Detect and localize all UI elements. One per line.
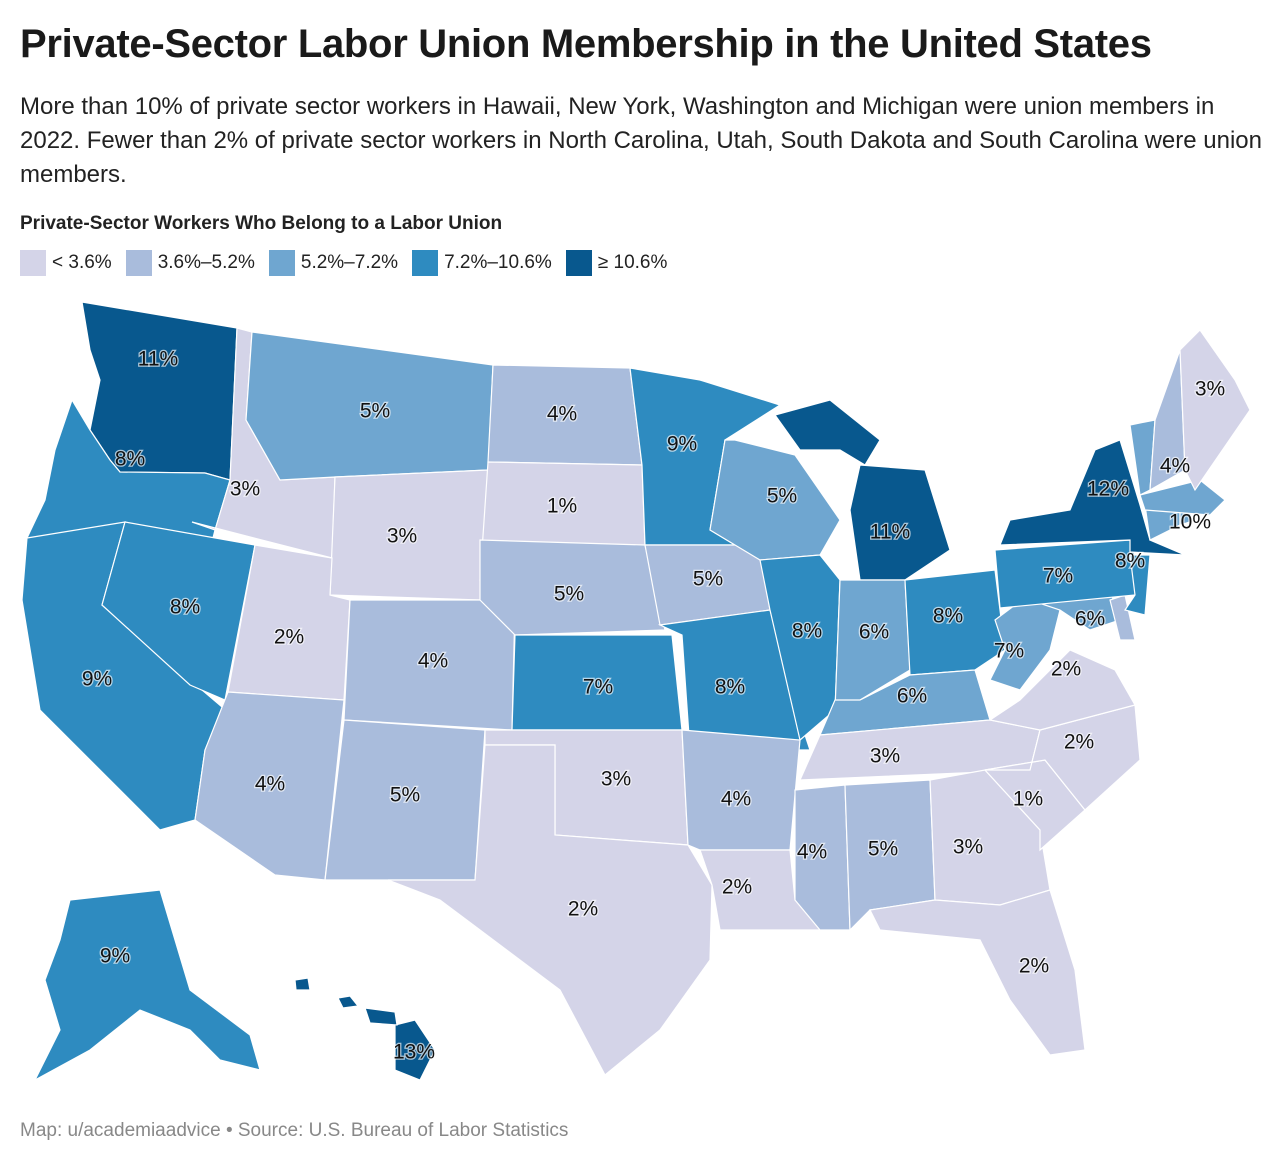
state-massachusetts: [1139, 479, 1226, 516]
state-label-south-carolina: 1%: [1013, 788, 1043, 811]
state-alaska: [33, 889, 261, 1082]
state-label-west-virginia: 7%: [994, 640, 1024, 663]
state-label-new-jersey: 8%: [1115, 550, 1145, 573]
state-label-oregon: 8%: [115, 448, 145, 471]
state-label-south-dakota: 1%: [547, 495, 577, 518]
state-texas: [387, 744, 713, 1076]
state-label-arkansas: 4%: [721, 788, 751, 811]
labels-layer: 11% 8% 9% 8% 3% 5% 3% 2% 4% 4% 5% 4% 1% 5% 7% 3% 2% 9% 5% 8…: [81, 346, 1227, 1065]
legend-swatch-2: [268, 250, 295, 276]
state-north-carolina: [984, 704, 1141, 811]
map-subtitle: More than 10% of private sector workers …: [20, 93, 1262, 188]
state-ohio: [904, 569, 1006, 676]
state-label-michigan: 11%: [870, 521, 910, 544]
state-label-ohio: 8%: [933, 605, 963, 628]
state-label-florida: 2%: [1019, 955, 1049, 978]
legend: < 3.6% 3.6%–5.2% 5.2%–7.2% 7.2%–10.6% ≥ …: [20, 250, 667, 276]
legend-item-1: 3.6%–5.2%: [125, 250, 255, 276]
state-label-iowa: 5%: [693, 568, 723, 591]
legend-swatch-0: [20, 250, 46, 276]
state-label-wisconsin: 5%: [767, 485, 797, 508]
state-label-new-york: 12%: [1087, 478, 1129, 501]
us-choropleth-map: 11% 8% 9% 8% 3% 5% 3% 2% 4% 4% 5% 4% 1% 5% 7% 3% 2% 9% 5% 8…: [21, 301, 1251, 1082]
state-label-arizona: 4%: [255, 773, 285, 796]
state-label-north-dakota: 4%: [547, 403, 577, 426]
state-label-virginia: 2%: [1051, 658, 1081, 681]
state-maine: [1179, 329, 1251, 492]
state-label-nevada: 8%: [170, 596, 200, 619]
state-label-california: 9%: [82, 668, 112, 691]
state-label-new-mexico: 5%: [390, 784, 420, 807]
legend-swatch-1: [125, 250, 152, 276]
state-label-texas: 2%: [568, 898, 598, 921]
legend-item-2: 5.2%–7.2%: [268, 250, 399, 276]
state-label-oklahoma: 3%: [601, 768, 631, 791]
state-label-louisiana: 2%: [722, 876, 752, 899]
legend-swatch-3: [412, 250, 439, 276]
state-label-montana: 5%: [360, 400, 390, 423]
state-arizona: [194, 691, 345, 881]
state-indiana: [834, 579, 911, 711]
state-label-alabama: 5%: [868, 838, 898, 861]
state-label-alaska: 9%: [100, 945, 130, 968]
state-label-illinois: 8%: [792, 620, 822, 643]
state-label-maryland: 6%: [1075, 608, 1105, 631]
state-label-colorado: 4%: [418, 650, 448, 673]
source-credit: Map: u/academiaadvice • Source: U.S. Bur…: [20, 1120, 569, 1141]
state-label-north-carolina: 2%: [1064, 731, 1094, 754]
legend-item-3: 7.2%–10.6%: [412, 250, 552, 276]
legend-label-4: ≥ 10.6%: [597, 252, 668, 273]
state-label-wyoming: 3%: [387, 525, 417, 548]
legend-label-2: 5.2%–7.2%: [300, 252, 399, 273]
legend-item-0: < 3.6%: [20, 250, 112, 276]
states-layer: [21, 301, 1251, 1082]
state-nevada: [101, 521, 256, 701]
legend-item-4: ≥ 10.6%: [565, 250, 668, 276]
legend-label-3: 7.2%–10.6%: [444, 252, 552, 273]
state-label-pennsylvania: 7%: [1043, 565, 1073, 588]
legend-swatch-4: [565, 250, 592, 276]
state-label-utah: 2%: [274, 626, 304, 649]
state-mississippi: [794, 784, 851, 931]
state-virginia: [988, 649, 1136, 731]
map-title: Private-Sector Labor Union Membership in…: [20, 22, 1152, 66]
legend-title: Private-Sector Workers Who Belong to a L…: [20, 213, 503, 234]
legend-label-1: 3.6%–5.2%: [157, 252, 255, 273]
state-nebraska: [479, 539, 666, 636]
state-label-new-hampshire: 4%: [1160, 455, 1190, 478]
state-hawaii-isles: [294, 977, 311, 991]
state-label-missouri: 8%: [715, 676, 745, 699]
state-hawaii: [394, 1019, 436, 1081]
state-label-maine: 3%: [1195, 378, 1225, 401]
state-hawaii-isles2: [337, 995, 360, 1009]
legend-label-0: < 3.6%: [52, 252, 112, 273]
state-florida: [869, 889, 1086, 1056]
state-label-kentucky: 6%: [897, 685, 927, 708]
state-label-tennessee: 3%: [870, 745, 900, 768]
state-label-mississippi: 4%: [797, 841, 827, 864]
state-label-washington: 11%: [138, 348, 178, 371]
state-label-massachusetts: 10%: [1169, 511, 1211, 534]
state-label-hawaii: 13%: [393, 1041, 435, 1064]
state-label-georgia: 3%: [953, 836, 983, 859]
state-label-kansas: 7%: [583, 676, 613, 699]
state-hawaii-isles3: [364, 1007, 398, 1026]
state-label-minnesota: 9%: [667, 433, 697, 456]
state-new-jersey: [1124, 554, 1151, 616]
state-label-nebraska: 5%: [554, 583, 584, 606]
state-label-idaho: 3%: [230, 478, 260, 501]
state-label-indiana: 6%: [859, 621, 889, 644]
state-michigan-up: [774, 399, 881, 466]
